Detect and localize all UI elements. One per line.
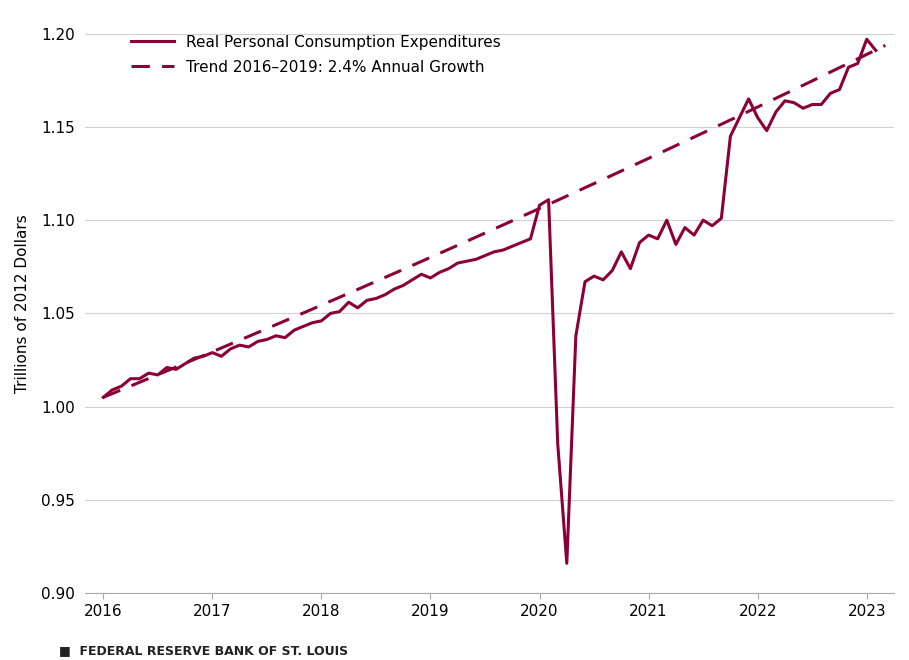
Legend: Real Personal Consumption Expenditures, Trend 2016–2019: 2.4% Annual Growth: Real Personal Consumption Expenditures, …: [125, 28, 506, 81]
Text: ■  FEDERAL RESERVE BANK OF ST. LOUIS: ■ FEDERAL RESERVE BANK OF ST. LOUIS: [59, 644, 348, 657]
Y-axis label: Trillions of 2012 Dollars: Trillions of 2012 Dollars: [15, 214, 30, 393]
